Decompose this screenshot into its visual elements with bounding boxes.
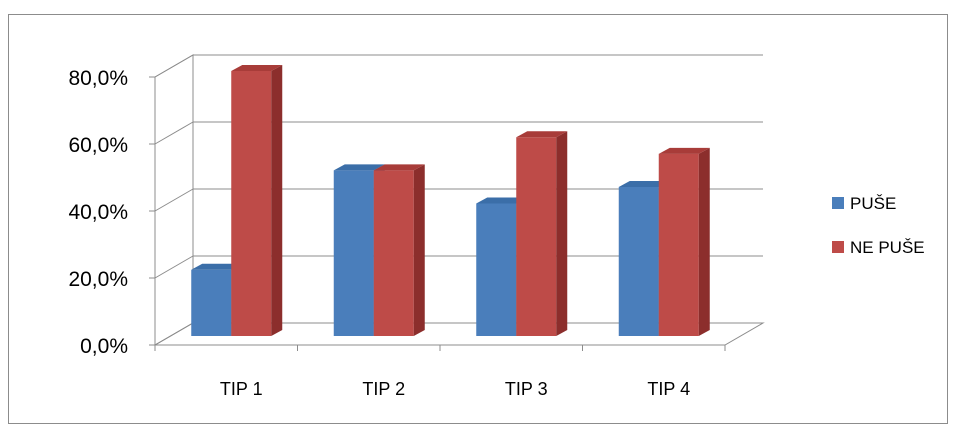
bar-side <box>271 65 283 336</box>
y-tick-label: 20,0% <box>68 268 128 291</box>
y-tick-label: 80,0% <box>68 67 128 90</box>
x-tick-labels: TIP 1 TIP 2 TIP 3 TIP 4 <box>220 379 690 399</box>
floor-outline <box>153 322 765 346</box>
y-tick-labels: 0,0% 20,0% 40,0% 60,0% 80,0% <box>68 67 128 358</box>
legend-label: NE PUŠE <box>850 238 925 257</box>
bar-side <box>698 147 710 336</box>
bar <box>658 153 699 336</box>
gridline-diagonal <box>154 121 194 145</box>
bar-side <box>413 164 425 336</box>
bar-top <box>191 263 243 270</box>
legend-swatch <box>832 241 844 253</box>
bar-top <box>373 164 425 171</box>
bar-top <box>618 180 670 187</box>
x-tick-label: TIP 4 <box>647 379 690 399</box>
bar <box>191 269 232 336</box>
bar-top <box>658 147 710 154</box>
bar <box>618 186 659 336</box>
bars <box>191 65 710 336</box>
bar <box>333 170 374 336</box>
gridline-diagonal <box>154 255 194 279</box>
bar <box>476 203 517 336</box>
chart-frame <box>8 14 948 424</box>
bar <box>231 71 272 336</box>
legend: PUŠE NE PUŠE <box>832 194 925 257</box>
legend-swatch <box>832 197 844 209</box>
gridline-diagonal <box>154 188 194 212</box>
bar-side <box>556 131 568 336</box>
x-tick-label: TIP 2 <box>362 379 405 399</box>
gridline-diagonal <box>154 54 194 78</box>
y-tick-label: 60,0% <box>68 134 128 157</box>
x-tick-label: TIP 1 <box>220 379 263 399</box>
bar-top <box>516 131 568 138</box>
chart-floor <box>153 322 765 351</box>
bar-top <box>476 197 528 204</box>
bar <box>373 170 414 336</box>
legend-label: PUŠE <box>850 194 896 213</box>
x-tick-label: TIP 3 <box>505 379 548 399</box>
bar-top <box>231 65 283 71</box>
y-tick-label: 40,0% <box>68 201 128 224</box>
y-tick-label: 0,0% <box>80 335 128 358</box>
bar-top <box>333 164 385 171</box>
bar <box>516 137 557 336</box>
